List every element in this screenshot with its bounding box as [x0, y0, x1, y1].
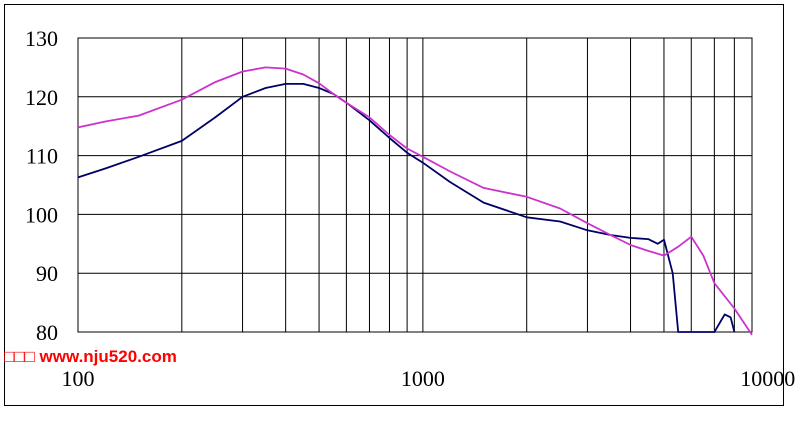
plot-area	[77, 37, 753, 333]
y-axis-tick-labels: 80 90 100 110 120 130	[25, 26, 58, 345]
y-tick-label: 80	[36, 320, 58, 345]
chart-frame	[4, 4, 784, 406]
y-tick-label: 100	[25, 202, 58, 227]
series-group	[77, 66, 753, 336]
x-axis-tick-labels: 100 1000 10000	[62, 366, 796, 391]
watermark-text: □□□ www.nju520.com	[4, 347, 177, 366]
y-tick-label: 130	[25, 26, 58, 51]
x-tick-label: 1000	[401, 366, 445, 391]
grid	[77, 37, 753, 333]
y-tick-label: 90	[36, 261, 58, 286]
y-tick-label: 110	[26, 144, 58, 169]
series-line-2	[77, 66, 753, 336]
y-tick-label: 120	[25, 85, 58, 110]
x-tick-label: 100	[62, 366, 95, 391]
x-tick-label: 10000	[740, 366, 795, 391]
series-line-1	[77, 83, 736, 333]
